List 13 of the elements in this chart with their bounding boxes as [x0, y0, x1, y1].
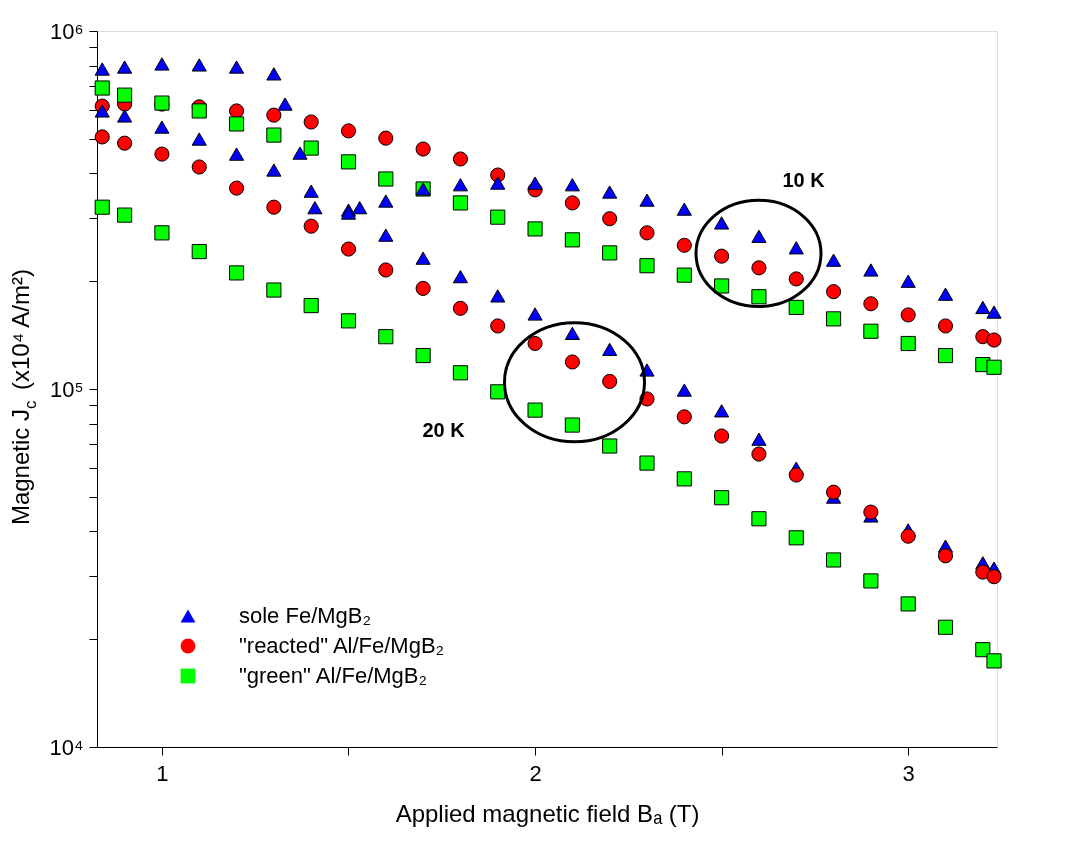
legend-label: "reacted" Al/Fe/MgB₂ [239, 633, 445, 658]
annotation: 10 K [782, 169, 826, 192]
y-tick-label: 10⁴ [49, 734, 84, 760]
y-axis-title: Magnetic Jc (x10⁴ A/m²) [7, 269, 40, 526]
legend-label: "green" Al/Fe/MgB₂ [239, 663, 428, 688]
x-tick-label: 2 [529, 760, 542, 786]
y-tick-label: 10⁵ [49, 376, 84, 402]
y-tick-label: 10⁶ [49, 18, 84, 44]
annotation: 20 K [422, 419, 466, 442]
x-tick-label: 1 [156, 760, 169, 786]
legend-label: sole Fe/MgB₂ [239, 603, 372, 628]
x-tick-label: 3 [902, 760, 915, 786]
x-axis-title: Applied magnetic field Bₐ (T) [395, 799, 700, 827]
